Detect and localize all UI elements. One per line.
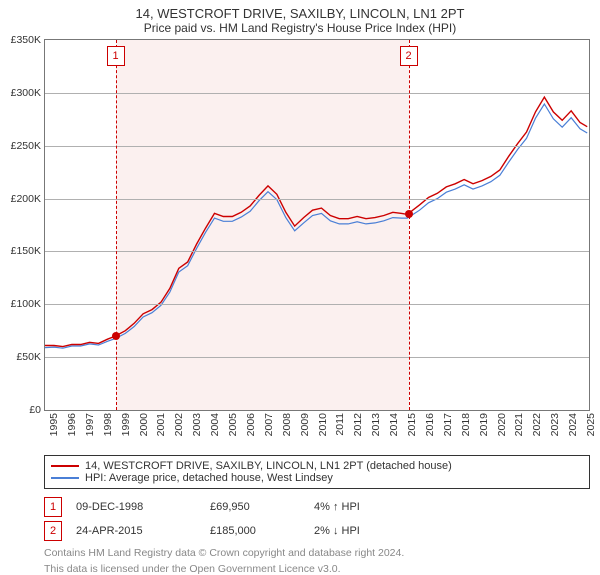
x-axis-label: 2012 <box>352 413 364 436</box>
gridline <box>45 199 589 200</box>
x-axis-label: 2018 <box>460 413 472 436</box>
sale-date: 09-DEC-1998 <box>76 501 196 513</box>
event-marker-box: 2 <box>400 46 418 66</box>
sale-hpi: 4% ↑ HPI <box>314 501 404 513</box>
legend: 14, WESTCROFT DRIVE, SAXILBY, LINCOLN, L… <box>44 455 590 489</box>
x-axis-label: 2010 <box>317 413 329 436</box>
x-axis-label: 2006 <box>245 413 257 436</box>
x-axis-label: 1997 <box>84 413 96 436</box>
x-axis-label: 2009 <box>299 413 311 436</box>
event-marker-dot <box>405 210 413 218</box>
x-axis-label: 2000 <box>138 413 150 436</box>
y-axis-label: £100K <box>11 298 45 310</box>
x-axis-label: 2005 <box>227 413 239 436</box>
legend-label: 14, WESTCROFT DRIVE, SAXILBY, LINCOLN, L… <box>85 460 452 472</box>
event-marker-dot <box>112 332 120 340</box>
chart-x-axis: 1995 1996 1997 1998 1999 2000 2001 2002 2003 2004… <box>44 411 590 451</box>
series-line-blue <box>45 104 587 348</box>
gridline <box>45 357 589 358</box>
y-axis-label: £200K <box>11 193 45 205</box>
x-axis-label: 2021 <box>513 413 525 436</box>
sale-hpi: 2% ↓ HPI <box>314 525 404 537</box>
x-axis-label: 2014 <box>388 413 400 436</box>
x-axis-label: 2008 <box>281 413 293 436</box>
x-axis-label: 2020 <box>496 413 508 436</box>
x-axis-label: 2001 <box>155 413 167 436</box>
gridline <box>45 146 589 147</box>
footnote: This data is licensed under the Open Gov… <box>44 563 590 575</box>
sale-row: 2 24-APR-2015 £185,000 2% ↓ HPI <box>44 519 590 543</box>
x-axis-label: 2019 <box>478 413 490 436</box>
x-axis-label: 1995 <box>48 413 60 436</box>
series-line-red <box>45 97 587 347</box>
gridline <box>45 93 589 94</box>
sale-price: £69,950 <box>210 501 300 513</box>
x-axis-label: 2022 <box>531 413 543 436</box>
y-axis-label: £300K <box>11 87 45 99</box>
sale-row: 1 09-DEC-1998 £69,950 4% ↑ HPI <box>44 495 590 519</box>
x-axis-label: 2013 <box>370 413 382 436</box>
x-axis-label: 2015 <box>406 413 418 436</box>
x-axis-label: 2004 <box>209 413 221 436</box>
event-marker-box: 1 <box>107 46 125 66</box>
x-axis-label: 2023 <box>549 413 561 436</box>
x-axis-label: 2011 <box>334 413 346 436</box>
x-axis-label: 2003 <box>191 413 203 436</box>
sale-marker-box: 2 <box>44 521 62 541</box>
sale-records: 1 09-DEC-1998 £69,950 4% ↑ HPI 2 24-APR-… <box>44 495 590 543</box>
legend-item: HPI: Average price, detached house, West… <box>51 472 583 484</box>
y-axis-label: £0 <box>29 404 45 416</box>
sale-price: £185,000 <box>210 525 300 537</box>
legend-swatch <box>51 477 79 479</box>
sale-date: 24-APR-2015 <box>76 525 196 537</box>
legend-item: 14, WESTCROFT DRIVE, SAXILBY, LINCOLN, L… <box>51 460 583 472</box>
footnote: Contains HM Land Registry data © Crown c… <box>44 547 590 559</box>
x-axis-label: 2024 <box>567 413 579 436</box>
x-axis-label: 2017 <box>442 413 454 436</box>
y-axis-label: £50K <box>16 351 45 363</box>
page-title: 14, WESTCROFT DRIVE, SAXILBY, LINCOLN, L… <box>0 0 600 21</box>
x-axis-label: 1998 <box>102 413 114 436</box>
gridline <box>45 251 589 252</box>
x-axis-label: 2002 <box>173 413 185 436</box>
sale-marker-box: 1 <box>44 497 62 517</box>
x-axis-label: 1999 <box>120 413 132 436</box>
x-axis-label: 2016 <box>424 413 436 436</box>
page-subtitle: Price paid vs. HM Land Registry's House … <box>0 21 600 39</box>
legend-swatch <box>51 465 79 467</box>
event-marker-line <box>409 40 411 410</box>
y-axis-label: £150K <box>11 245 45 257</box>
x-axis-label: 2025 <box>585 413 597 436</box>
price-chart: £0£50K£100K£150K£200K£250K£300K£350K12 <box>44 39 590 411</box>
event-marker-line <box>116 40 118 410</box>
y-axis-label: £350K <box>11 34 45 46</box>
legend-label: HPI: Average price, detached house, West… <box>85 472 333 484</box>
gridline <box>45 304 589 305</box>
x-axis-label: 1996 <box>66 413 78 436</box>
y-axis-label: £250K <box>11 140 45 152</box>
x-axis-label: 2007 <box>263 413 275 436</box>
